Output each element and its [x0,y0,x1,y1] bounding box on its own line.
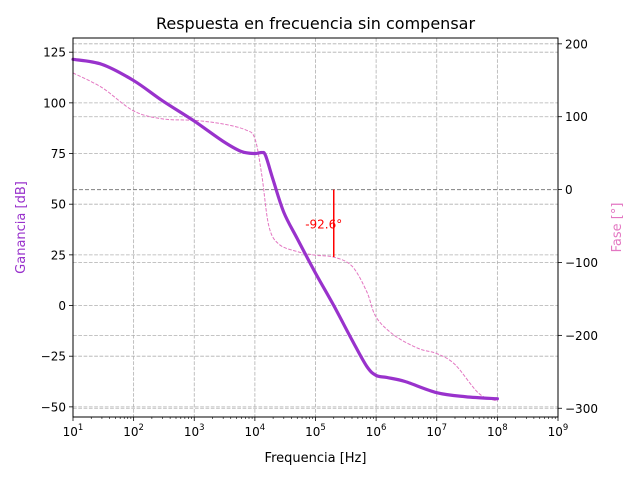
x-tick-label: 109 [548,423,569,439]
x-tick-label: 102 [123,423,144,439]
phase-margin-label: -92.6° [305,217,342,231]
y-axis-left-label: Ganancia [dB] [14,181,29,274]
phase-series-line [72,72,498,402]
plot-data: -92.6° [71,57,558,402]
y-right-tick-label: 0 [565,183,573,197]
y-left-tick-label: 125 [43,46,66,60]
y-left-tick-label: 75 [51,147,66,161]
chart-title: Respuesta en frecuencia sin compensar [156,14,476,33]
y-left-tick-label: −50 [41,400,66,414]
y-left-tick-label: 25 [51,248,66,262]
y-right-tick-label: −200 [565,329,598,343]
y-right-tick-label: 200 [565,37,588,51]
y-left-tick-label: 100 [43,96,66,110]
y-left-tick-label: 50 [51,198,66,212]
x-tick-label: 103 [184,423,205,439]
x-tick-label: 101 [63,423,84,439]
y-right-tick-label: 100 [565,110,588,124]
y-right-tick-label: −300 [565,402,598,416]
y-axis-right-label: Fase [°] [610,203,625,253]
x-tick-label: 104 [245,423,266,439]
axes-ticks: 101 102 103 104 105 106 107 108 109 125 100 75 50 25 0… [41,37,598,439]
y-left-tick-label: 0 [58,299,66,313]
x-tick-label: 107 [426,423,447,439]
x-tick-label: 108 [487,423,508,439]
x-tick-label: 106 [366,423,387,439]
gain-series-line [71,57,499,401]
x-tick-label: 105 [305,423,326,439]
y-right-tick-label: −100 [565,256,598,270]
y-left-tick-label: −25 [41,350,66,364]
x-axis-label: Frequencia [Hz] [265,451,367,466]
